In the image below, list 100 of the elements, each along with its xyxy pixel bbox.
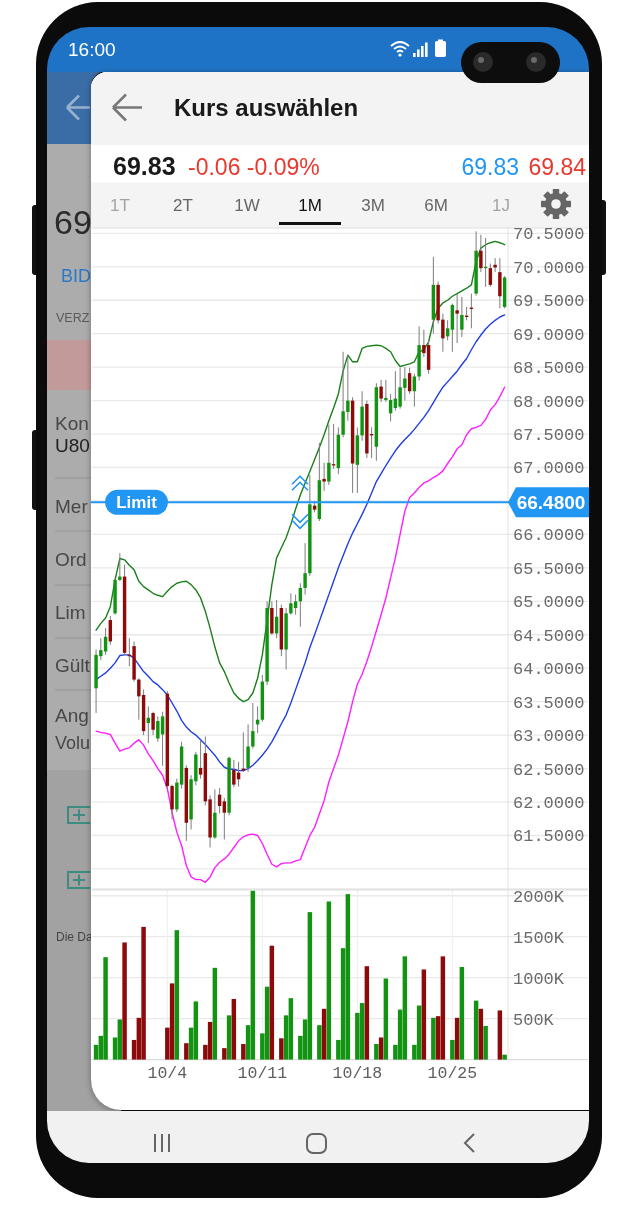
text: Ord <box>55 549 87 570</box>
candlestick <box>303 542 307 596</box>
y-tick-label: 64.5000 <box>513 626 585 646</box>
bar <box>169 983 175 1060</box>
bar <box>250 890 256 1060</box>
y-tick-label: 67.5000 <box>513 426 585 446</box>
text: -0.06 -0.09% <box>188 154 320 180</box>
bar <box>117 1019 123 1060</box>
y-tick-label: 62.5000 <box>513 760 585 780</box>
bar <box>478 1008 484 1060</box>
candlestick <box>289 592 293 616</box>
annotation: 66.4800 <box>516 492 586 514</box>
text: 6M <box>424 196 448 215</box>
text: 1W <box>234 196 260 215</box>
bar <box>288 998 294 1060</box>
y-tick-label: 500K <box>513 1010 555 1030</box>
y-tick-label: 61.5000 <box>513 827 585 847</box>
y-tick-label: 65.5000 <box>513 559 585 579</box>
y-tick-label: 63.5000 <box>513 693 585 713</box>
text: 69 <box>54 203 92 241</box>
candlestick <box>222 797 227 840</box>
candlestick <box>246 723 250 773</box>
candlestick <box>151 711 155 736</box>
candlestick <box>232 759 236 788</box>
bar <box>307 912 313 1060</box>
text: U80 <box>55 435 90 456</box>
bar <box>326 901 332 1060</box>
x-tick-label: 10/25 <box>427 1064 478 1083</box>
bar <box>402 956 408 1060</box>
y-tick-label: 66.0000 <box>513 526 585 546</box>
bar <box>450 1039 455 1060</box>
y-tick-label: 70.5000 <box>513 225 585 245</box>
bar <box>383 978 389 1060</box>
text: 1M <box>298 196 322 215</box>
text: Gült <box>55 655 91 676</box>
y-tick-label: 1000K <box>513 969 565 989</box>
bar <box>359 1003 365 1060</box>
bar <box>207 1021 213 1060</box>
text: Volu <box>55 733 91 753</box>
text: VERZ <box>56 311 90 325</box>
y-tick-label: 63.0000 <box>513 727 585 747</box>
bar <box>378 1037 384 1060</box>
y-tick-label: 64.0000 <box>513 660 585 680</box>
bar <box>345 894 351 1060</box>
x-tick-label: 10/4 <box>147 1064 188 1083</box>
bar <box>193 1001 199 1060</box>
candlestick <box>198 739 203 780</box>
bar <box>231 998 237 1060</box>
bar <box>454 1017 460 1060</box>
bar <box>122 942 127 1060</box>
text: 69.84 <box>528 154 587 180</box>
y-tick-label: 1500K <box>513 928 565 948</box>
line-series <box>95 386 506 884</box>
bar <box>440 956 446 1060</box>
y-tick-label: 68.5000 <box>513 359 585 379</box>
bar <box>269 945 275 1060</box>
candlestick <box>322 462 326 492</box>
candlestick <box>455 293 459 344</box>
bar <box>141 926 146 1060</box>
text: BID <box>61 266 92 286</box>
bar <box>483 1026 488 1060</box>
bar <box>502 1054 507 1060</box>
bar <box>241 1044 246 1060</box>
y-tick-label: 62.0000 <box>513 793 585 813</box>
y-tick-label: 69.5000 <box>513 292 585 312</box>
y-tick-label: 69.0000 <box>513 325 585 345</box>
y-tick-label: 2000K <box>513 887 565 907</box>
candlestick <box>293 594 298 616</box>
candlestick <box>479 234 483 273</box>
bar <box>222 1048 227 1060</box>
ref-line-label: Limit <box>116 493 158 513</box>
text: 1T <box>110 196 130 215</box>
line-series <box>95 240 506 703</box>
candlestick <box>331 423 336 470</box>
bar <box>364 966 370 1060</box>
bar <box>226 1015 232 1060</box>
chart-title: Kurs auswählen <box>174 94 359 121</box>
text: 3M <box>361 196 385 215</box>
bar <box>317 1025 322 1060</box>
candlestick <box>460 296 464 338</box>
bar <box>264 986 270 1060</box>
bar <box>431 1017 436 1060</box>
y-tick-label: 65.0000 <box>513 593 585 613</box>
y-tick-label: 70.0000 <box>513 258 585 278</box>
x-tick-label: 10/18 <box>332 1064 383 1083</box>
bar <box>321 1008 327 1060</box>
bar <box>416 1005 422 1060</box>
text: Ang <box>55 705 89 726</box>
text: 2T <box>173 196 193 215</box>
text: 1J <box>492 196 510 215</box>
text: Kon <box>55 413 89 434</box>
bar <box>212 967 218 1060</box>
bar <box>374 1044 379 1060</box>
bar <box>497 1010 503 1060</box>
text: 16:00 <box>68 39 116 60</box>
bar <box>459 967 465 1060</box>
candlestick <box>379 379 383 403</box>
bar <box>174 930 180 1060</box>
y-tick-label: 67.0000 <box>513 459 585 479</box>
candlestick <box>156 715 160 743</box>
